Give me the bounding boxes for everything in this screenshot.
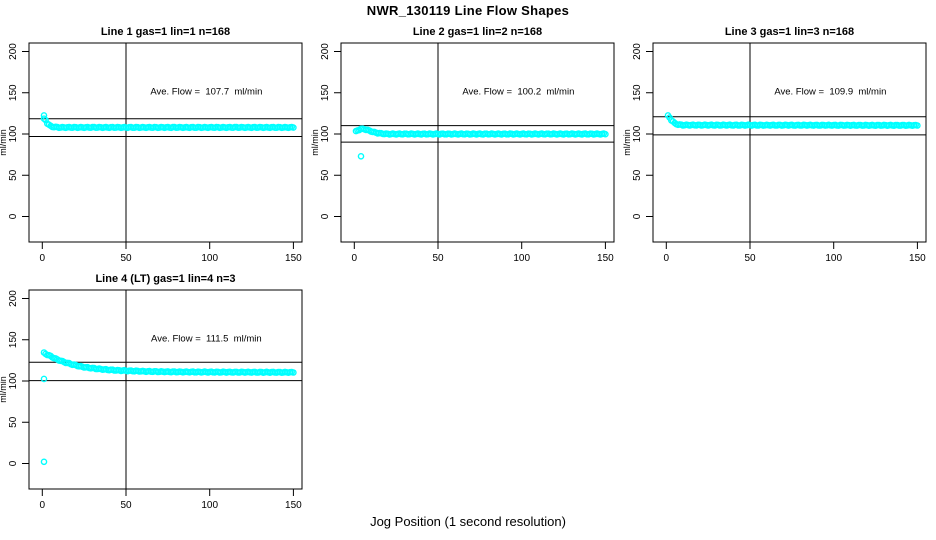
data-points xyxy=(40,349,297,376)
x-tick-label: 50 xyxy=(744,253,756,264)
outlier-points xyxy=(40,375,48,466)
y-tick-label: 50 xyxy=(320,169,331,181)
x-tick-label: 150 xyxy=(285,253,302,264)
figure-title: NWR_130119 Line Flow Shapes xyxy=(366,3,570,18)
panel-line-2-plot: Line 2 gas=1 lin=2 n=168 0 50 100 150 200 ml/m… xyxy=(310,26,615,264)
y-tick-label: 200 xyxy=(8,290,19,307)
ave-flow-annotation: Ave. Flow = 111.5 ml/min xyxy=(151,333,262,344)
data-point xyxy=(290,369,297,376)
outlier-point xyxy=(357,152,365,160)
y-tick-label: 100 xyxy=(320,125,331,142)
y-axis-title: ml/min xyxy=(0,129,8,156)
y-tick-label: 200 xyxy=(8,43,19,60)
y-axis-title: ml/min xyxy=(622,129,632,156)
plot-box xyxy=(28,42,303,243)
x-tick-label: 150 xyxy=(597,253,614,264)
x-tick-label: 50 xyxy=(432,253,444,264)
x-tick-label: 150 xyxy=(909,253,926,264)
x-tick-label: 100 xyxy=(513,253,530,264)
y-tick-label: 150 xyxy=(8,84,19,101)
plot-box xyxy=(28,289,303,490)
outlier-point xyxy=(40,375,48,383)
y-tick-label: 150 xyxy=(632,84,643,101)
data-point xyxy=(42,116,49,124)
data-points xyxy=(40,112,297,132)
x-tick-label: 0 xyxy=(40,500,46,511)
data-point xyxy=(914,122,921,129)
y-tick-label: 100 xyxy=(8,372,19,389)
y-tick-label: 50 xyxy=(632,169,643,181)
x-tick-label: 50 xyxy=(120,500,132,511)
panel-line-3-plot: Line 3 gas=1 lin=3 n=168 0 50 100 150 200 ml/m… xyxy=(622,26,927,264)
ave-flow-annotation: Ave. Flow = 100.2 ml/min xyxy=(462,86,574,97)
panel-title: Line 2 gas=1 lin=2 n=168 xyxy=(413,26,542,38)
y-tick-label: 100 xyxy=(8,125,19,142)
outlier-points xyxy=(357,152,365,160)
outlier-point xyxy=(40,115,48,122)
panel-line-1-plot: Line 1 gas=1 lin=1 n=168 0 50 100 150 200 ml/m… xyxy=(0,26,303,264)
data-point xyxy=(602,130,609,138)
x-tick-label: 50 xyxy=(120,253,132,264)
y-tick-label: 0 xyxy=(8,460,19,466)
data-point xyxy=(290,124,297,131)
x-tick-label: 0 xyxy=(352,253,358,264)
x-axis-label: Jog Position (1 second resolution) xyxy=(370,514,566,529)
ave-flow-annotation: Ave. Flow = 107.7 ml/min xyxy=(150,86,262,97)
panel-title: Line 1 gas=1 lin=1 n=168 xyxy=(101,26,230,38)
x-tick-label: 100 xyxy=(201,500,218,511)
panel-title: Line 4 (LT) gas=1 lin=4 n=3 xyxy=(95,273,235,285)
y-tick-label: 0 xyxy=(8,213,19,219)
plot-box xyxy=(652,42,927,243)
y-tick-label: 50 xyxy=(8,169,19,181)
panel-title: Line 3 gas=1 lin=3 n=168 xyxy=(725,26,854,38)
x-tick-label: 100 xyxy=(201,253,218,264)
y-tick-label: 200 xyxy=(632,43,643,60)
y-tick-label: 150 xyxy=(320,84,331,101)
y-tick-label: 200 xyxy=(320,43,331,60)
y-axis-title: ml/min xyxy=(0,376,8,403)
x-tick-label: 0 xyxy=(664,253,670,264)
ave-flow-annotation: Ave. Flow = 109.9 ml/min xyxy=(774,86,886,97)
outlier-points xyxy=(40,115,48,122)
data-points xyxy=(664,112,921,129)
panel-line-4-plot: Line 4 (LT) gas=1 lin=4 n=3 0 50 100 150 200 m… xyxy=(0,273,303,511)
y-axis-title: ml/min xyxy=(310,129,320,156)
y-tick-label: 0 xyxy=(632,213,643,219)
y-tick-label: 100 xyxy=(632,125,643,142)
x-tick-label: 0 xyxy=(40,253,46,264)
x-tick-label: 100 xyxy=(825,253,842,264)
data-points xyxy=(352,125,609,138)
outlier-point xyxy=(40,458,48,466)
x-tick-label: 150 xyxy=(285,500,302,511)
y-tick-label: 50 xyxy=(8,416,19,428)
y-tick-label: 0 xyxy=(320,213,331,219)
y-tick-label: 150 xyxy=(8,331,19,348)
